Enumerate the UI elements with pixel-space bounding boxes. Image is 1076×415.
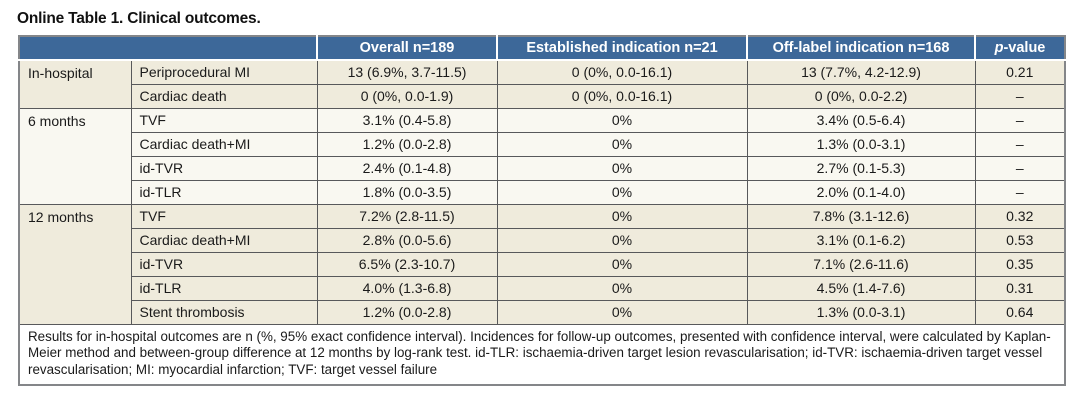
clinical-outcomes-table: Overall n=189 Established indication n=2…: [18, 35, 1066, 387]
offlabel-cell: 13 (7.7%, 4.2-12.9): [746, 59, 976, 85]
p-value-cell: 0.21: [974, 59, 1066, 85]
header-row: Overall n=189 Established indication n=2…: [19, 36, 1065, 61]
offlabel-cell: 7.1% (2.6-11.6): [746, 251, 976, 277]
outcome-cell: id-TLR: [130, 179, 318, 205]
established-cell: 0 (0%, 0.0-16.1): [496, 83, 748, 109]
period-cell: 12 months: [18, 203, 132, 325]
overall-cell: 3.1% (0.4-5.8): [316, 107, 498, 133]
period-cell: In-hospital: [18, 59, 132, 109]
outcome-cell: id-TVR: [130, 155, 318, 181]
established-cell: 0%: [496, 155, 748, 181]
p-value-italic-p: p: [994, 40, 1004, 56]
p-value-cell: –: [974, 155, 1066, 181]
offlabel-cell: 3.4% (0.5-6.4): [746, 107, 976, 133]
page: Online Table 1. Clinical outcomes. Overa…: [17, 10, 1066, 387]
outcome-cell: TVF: [130, 203, 318, 229]
table-row: 6 months TVF 3.1% (0.4-5.8) 0% 3.4% (0.5-6.4…: [18, 107, 1066, 205]
offlabel-cell: 0 (0%, 0.0-2.2): [746, 83, 976, 109]
overall-cell: 6.5% (2.3-10.7): [316, 251, 498, 277]
established-cell: 0%: [496, 275, 748, 301]
outcome-cell: Periprocedural MI: [130, 59, 318, 85]
period-cell: 6 months: [18, 107, 132, 205]
established-cell: 0%: [496, 299, 748, 325]
header-overall: Overall n=189: [316, 36, 497, 61]
outcome-cell: Cardiac death+MI: [130, 227, 318, 253]
overall-cell: 2.8% (0.0-5.6): [316, 227, 498, 253]
overall-cell: 4.0% (1.3-6.8): [316, 275, 498, 301]
outcome-cell: TVF: [130, 107, 318, 133]
established-cell: 0%: [496, 227, 748, 253]
outcome-cell: Stent thrombosis: [130, 299, 318, 325]
overall-cell: 1.2% (0.0-2.8): [316, 131, 498, 157]
established-cell: 0%: [496, 179, 748, 205]
p-value-cell: –: [974, 131, 1066, 157]
established-cell: 0%: [496, 203, 748, 229]
p-value-cell: 0.53: [974, 227, 1066, 253]
p-value-cell: –: [974, 83, 1066, 109]
header-offlabel: Off-label indication n=168: [746, 36, 975, 61]
table-row: 12 months TVF 7.2% (2.8-11.5) 0% 7.8% (3.1-1…: [18, 203, 1066, 325]
header-blank-cell: [19, 36, 317, 61]
offlabel-cell: 2.7% (0.1-5.3): [746, 155, 976, 181]
overall-cell: 1.8% (0.0-3.5): [316, 179, 498, 205]
outcome-cell: Cardiac death: [130, 83, 318, 109]
p-value-cell: 0.64: [974, 299, 1066, 325]
p-value-cell: 0.32: [974, 203, 1066, 229]
p-value-cell: 0.31: [974, 275, 1066, 301]
table-row: id-TVR 2.4% (0.1-4.8) 0% 2.7% (0.1-5.3) –: [19, 155, 1066, 181]
offlabel-cell: 1.3% (0.0-3.1): [746, 299, 976, 325]
table-title: Online Table 1. Clinical outcomes.: [17, 10, 261, 27]
overall-cell: 1.2% (0.0-2.8): [316, 299, 498, 325]
offlabel-cell: 3.1% (0.1-6.2): [746, 227, 976, 253]
table-footnote: Results for in-hospital outcomes are n (…: [18, 323, 1066, 386]
table-body: In-hospital Periprocedural MI 13 (6.9%, 3.…: [18, 59, 1066, 325]
offlabel-cell: 4.5% (1.4-7.6): [746, 275, 976, 301]
table-row: In-hospital Periprocedural MI 13 (6.9%, 3.…: [18, 59, 1066, 109]
established-cell: 0%: [496, 251, 748, 277]
overall-cell: 0 (0%, 0.0-1.9): [316, 83, 498, 109]
established-cell: 0%: [496, 131, 748, 157]
overall-cell: 7.2% (2.8-11.5): [316, 203, 498, 229]
offlabel-cell: 2.0% (0.1-4.0): [746, 179, 976, 205]
table-row: Cardiac death+MI 2.8% (0.0-5.6) 0% 3.1% (0.…: [19, 227, 1066, 253]
header-established: Established indication n=21: [496, 36, 747, 61]
table-row: Cardiac death 0 (0%, 0.0-1.9) 0 (0%, 0.0-1…: [19, 83, 1066, 109]
table-row: id-TLR 1.8% (0.0-3.5) 0% 2.0% (0.1-4.0) –: [19, 179, 1066, 205]
header-pvalue: p-value: [974, 36, 1065, 61]
established-cell: 0%: [496, 107, 748, 133]
table-row: id-TVR 6.5% (2.3-10.7) 0% 7.1% (2.6-11.6) 0.…: [19, 251, 1066, 277]
outcome-cell: Cardiac death+MI: [130, 131, 318, 157]
table-row: Stent thrombosis 1.2% (0.0-2.8) 0% 1.3% (0.…: [19, 299, 1066, 325]
p-value-cell: –: [974, 107, 1066, 133]
p-value-cell: –: [974, 179, 1066, 205]
table-row: id-TLR 4.0% (1.3-6.8) 0% 4.5% (1.4-7.6) 0.31: [19, 275, 1066, 301]
offlabel-cell: 7.8% (3.1-12.6): [746, 203, 976, 229]
table-row: Cardiac death+MI 1.2% (0.0-2.8) 0% 1.3% (0.…: [19, 131, 1066, 157]
p-value-cell: 0.35: [974, 251, 1066, 277]
overall-cell: 13 (6.9%, 3.7-11.5): [316, 59, 498, 85]
footnote-row: Results for in-hospital outcomes are n (…: [18, 323, 1066, 386]
offlabel-cell: 1.3% (0.0-3.1): [746, 131, 976, 157]
overall-cell: 2.4% (0.1-4.8): [316, 155, 498, 181]
outcome-cell: id-TLR: [130, 275, 318, 301]
outcome-cell: id-TVR: [130, 251, 318, 277]
established-cell: 0 (0%, 0.0-16.1): [496, 59, 748, 85]
p-value-rest: -value: [1003, 40, 1046, 56]
